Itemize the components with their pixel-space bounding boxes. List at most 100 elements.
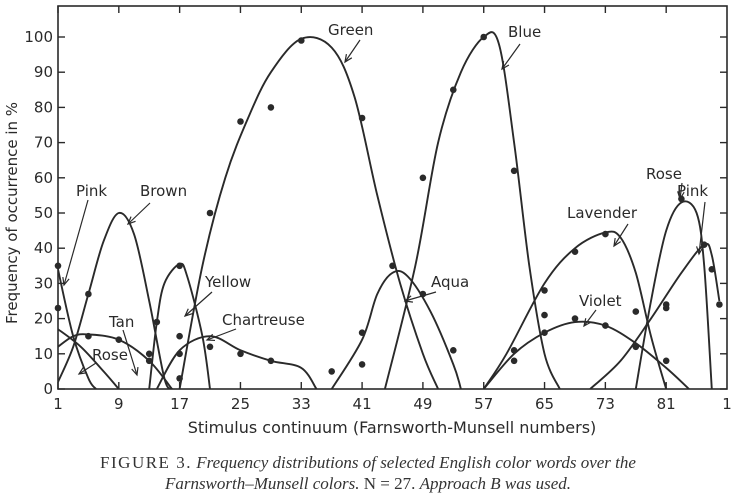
data-point-blue — [450, 86, 457, 94]
label-arrowhead — [583, 318, 592, 328]
x-tick-label: 17 — [170, 395, 189, 413]
label-arrowhead — [613, 237, 622, 248]
caption-text-2a: Farnsworth–Munsell colors. — [164, 474, 360, 493]
axes: 0 10 20 30 40 50 60 70 80 90 100 1 9 17 25 33 41 49 57 65 73… — [24, 5, 732, 413]
y-tick-label: 20 — [34, 310, 53, 328]
label-arrowhead — [183, 308, 193, 317]
series-label-violet: Violet — [579, 292, 622, 310]
series-line-brown-1 — [58, 212, 173, 389]
x-tick-label: 57 — [474, 395, 493, 413]
data-point-pink — [700, 241, 708, 248]
data-point-pink — [54, 262, 62, 270]
data-point-pink — [708, 266, 716, 273]
data-point-green — [298, 37, 305, 44]
data-point-green — [237, 118, 244, 125]
data-point-chartreuse — [206, 343, 214, 351]
data-point-tan — [85, 332, 92, 340]
label-arrowhead — [126, 216, 136, 226]
data-point-violet — [541, 329, 548, 337]
label-arrow — [501, 43, 521, 70]
label-arrowhead — [62, 276, 70, 287]
y-tick-label: 80 — [34, 98, 53, 116]
series-label-brown: Brown — [140, 182, 187, 200]
label-arrowhead — [344, 54, 353, 64]
chart-svg: 0 10 20 30 40 50 60 70 80 90 100 1 9 17 25 33 41 49 57 65 73… — [3, 5, 732, 437]
data-point-aqua — [328, 368, 336, 375]
label-arrow — [344, 39, 361, 63]
label-arrowhead — [77, 366, 87, 375]
x-tick-label: 81 — [657, 395, 676, 413]
y-tick-label: 30 — [34, 274, 53, 292]
series-line-rose-3 — [58, 328, 120, 389]
data-point-pink — [54, 304, 62, 312]
label-arrow — [184, 291, 213, 317]
data-point-chartreuse — [267, 357, 275, 365]
label-arrow — [122, 329, 138, 376]
series-line-blue-8 — [383, 31, 561, 389]
y-tick-label: 10 — [34, 345, 53, 363]
data-point-blue — [541, 287, 548, 294]
x-tick-label: 1 — [722, 395, 732, 413]
y-tick-label: 70 — [34, 134, 53, 152]
series-line-pink-0 — [58, 269, 97, 389]
series-label-blue: Blue — [508, 23, 541, 41]
series-label-rose: Rose — [646, 165, 682, 183]
series-labels: Pink Brown Tan Rose Yellow Chartreuse Green Aqu… — [62, 21, 708, 377]
x-tick-label: 25 — [231, 395, 250, 413]
data-point-aqua — [358, 329, 366, 337]
data-point-yellow — [176, 350, 183, 358]
data-point-violet — [632, 343, 640, 351]
y-tick-label: 50 — [34, 204, 53, 222]
label-arrowhead — [677, 191, 685, 201]
figure-caption: FIGURE 3. Frequency distributions of sel… — [0, 452, 736, 494]
data-point-lavender — [510, 347, 518, 354]
data-point-violet — [662, 357, 670, 365]
label-arrow — [63, 199, 89, 286]
series-label-pink: Pink — [76, 182, 107, 200]
data-point-green — [358, 114, 366, 122]
data-point-green — [206, 209, 214, 217]
x-tick-label: 33 — [292, 395, 311, 413]
data-point-green — [450, 347, 457, 354]
data-point-green — [267, 104, 275, 111]
data-point-lavender — [602, 230, 609, 238]
data-point-tan — [176, 375, 183, 382]
series-label-pink: Pink — [677, 182, 708, 200]
data-point-blue — [510, 167, 518, 175]
data-point-aqua — [358, 361, 366, 368]
series-line-chartreuse-5 — [155, 335, 318, 389]
label-arrow — [404, 291, 437, 302]
data-point-yellow — [176, 262, 183, 270]
data-point-violet — [571, 315, 579, 322]
series-label-lavender: Lavender — [567, 204, 638, 222]
x-tick-label: 41 — [353, 395, 372, 413]
data-point-blue — [480, 33, 488, 41]
label-arrow — [127, 202, 151, 225]
series-label-yellow: Yellow — [204, 273, 251, 291]
x-tick-label: 49 — [413, 395, 432, 413]
caption-text-2b: N = 27. — [363, 474, 416, 493]
series-label-rose: Rose — [92, 346, 128, 364]
label-arrow — [206, 328, 237, 341]
data-point-rose — [632, 308, 640, 315]
y-tick-label: 40 — [34, 239, 53, 257]
caption-text-2c: Approach B was used. — [419, 474, 572, 493]
series-line-green-6 — [178, 36, 439, 389]
caption-line-2: Farnsworth–Munsell colors. N = 27. Appro… — [0, 473, 736, 494]
data-point-green — [389, 262, 396, 270]
label-arrow — [583, 309, 597, 327]
label-arrow — [613, 223, 629, 247]
series-line-pink-12 — [589, 242, 721, 389]
series-label-tan: Tan — [108, 313, 134, 331]
series-line-rose-11 — [634, 200, 713, 389]
x-tick-label: 73 — [596, 395, 615, 413]
data-point-blue — [419, 174, 427, 182]
x-tick-label: 65 — [535, 395, 554, 413]
data-point-violet — [510, 357, 518, 365]
series-label-chartreuse: Chartreuse — [222, 311, 305, 329]
data-point-yellow — [176, 332, 183, 340]
label-arrowhead — [501, 61, 510, 71]
label-arrow — [78, 362, 97, 375]
series-line-aqua-7 — [330, 270, 462, 389]
